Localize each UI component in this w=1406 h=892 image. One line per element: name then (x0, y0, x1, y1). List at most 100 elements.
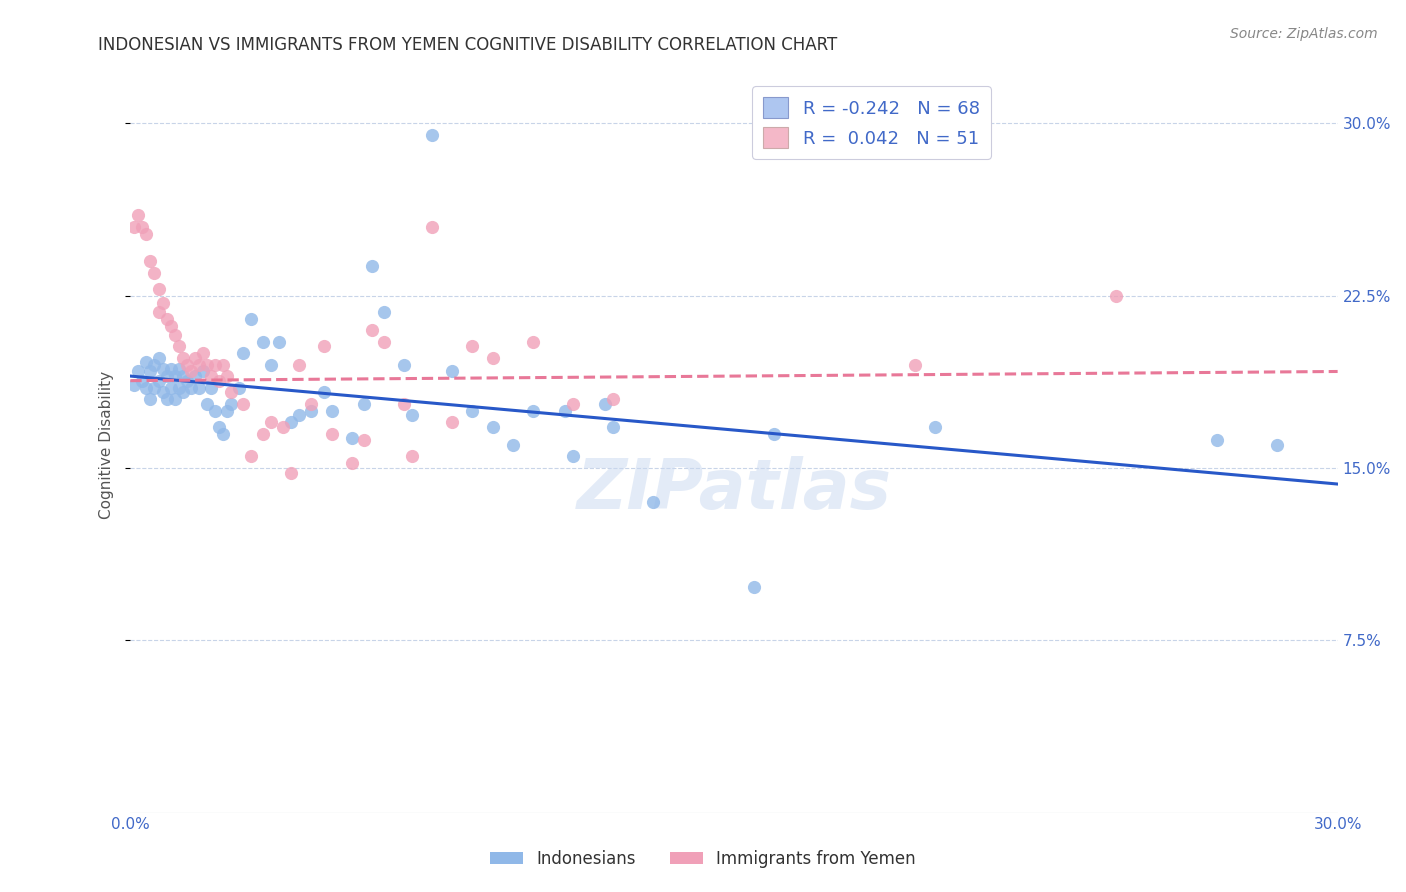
Point (252, 426, 274, 441)
Point (143, 358, 166, 372)
Point (155, 311, 177, 326)
Point (228, 380, 250, 394)
Point (643, 495, 665, 509)
Point (176, 358, 198, 372)
Point (340, 431, 363, 445)
Point (167, 362, 190, 376)
Point (131, 219, 153, 234)
Point (124, 378, 146, 392)
Point (176, 374, 198, 388)
Point (481, 419, 503, 434)
Point (742, 581, 765, 595)
Point (148, 304, 170, 318)
Point (392, 397, 415, 411)
Point (135, 227, 157, 241)
Point (461, 339, 484, 353)
Point (159, 362, 181, 376)
Y-axis label: Cognitive Disability: Cognitive Disability (100, 371, 114, 519)
Point (167, 380, 190, 394)
Point (763, 426, 786, 441)
Point (502, 438, 524, 452)
Point (127, 208, 149, 222)
Point (163, 369, 186, 384)
Point (172, 385, 194, 400)
Point (360, 323, 382, 337)
Point (212, 358, 235, 372)
Point (280, 415, 302, 429)
Point (392, 358, 415, 372)
Point (148, 351, 170, 365)
Point (183, 351, 205, 365)
Point (1206, 434, 1229, 448)
Point (593, 397, 616, 411)
Point (180, 364, 202, 378)
Point (554, 403, 576, 417)
Text: Source: ZipAtlas.com: Source: ZipAtlas.com (1230, 27, 1378, 41)
Point (139, 364, 162, 378)
Point (522, 403, 544, 417)
Point (208, 374, 231, 388)
Point (481, 351, 503, 365)
Point (260, 358, 283, 372)
Point (240, 311, 263, 326)
Point (252, 334, 274, 349)
Point (219, 397, 242, 411)
Text: INDONESIAN VS IMMIGRANTS FROM YEMEN COGNITIVE DISABILITY CORRELATION CHART: INDONESIAN VS IMMIGRANTS FROM YEMEN COGN… (98, 36, 838, 54)
Point (148, 374, 170, 388)
Point (1105, 288, 1128, 302)
Legend: Indonesians, Immigrants from Yemen: Indonesians, Immigrants from Yemen (484, 844, 922, 875)
Point (924, 419, 946, 434)
Point (191, 346, 214, 360)
Point (152, 295, 174, 310)
Point (155, 369, 177, 384)
Point (461, 403, 484, 417)
Point (299, 403, 322, 417)
Point (353, 397, 375, 411)
Point (163, 392, 186, 406)
Point (232, 346, 254, 360)
Point (1265, 438, 1288, 452)
Point (215, 403, 238, 417)
Point (420, 128, 443, 142)
Point (288, 408, 311, 422)
Point (232, 397, 254, 411)
Point (360, 259, 382, 273)
Point (562, 450, 585, 464)
Point (271, 419, 294, 434)
Point (260, 415, 283, 429)
Point (172, 369, 194, 384)
Point (167, 339, 190, 353)
Point (195, 358, 218, 372)
Point (904, 358, 927, 372)
Point (373, 334, 395, 349)
Point (155, 392, 177, 406)
Point (131, 374, 153, 388)
Point (401, 450, 423, 464)
Point (269, 334, 291, 349)
Point (219, 385, 242, 400)
Point (312, 339, 335, 353)
Legend: R = -0.242   N = 68, R =  0.042   N = 51: R = -0.242 N = 68, R = 0.042 N = 51 (752, 87, 991, 159)
Point (204, 358, 226, 372)
Point (340, 456, 363, 470)
Point (312, 385, 335, 400)
Point (562, 397, 585, 411)
Point (139, 254, 162, 268)
Point (240, 450, 263, 464)
Point (135, 380, 157, 394)
Point (195, 397, 218, 411)
Point (139, 392, 162, 406)
Point (441, 364, 464, 378)
Point (401, 408, 423, 422)
Point (208, 419, 231, 434)
Point (299, 397, 322, 411)
Point (159, 318, 181, 333)
Point (163, 327, 186, 342)
Point (124, 219, 146, 234)
Point (172, 351, 194, 365)
Point (602, 392, 624, 406)
Point (204, 403, 226, 417)
Point (353, 434, 375, 448)
Point (420, 219, 443, 234)
Point (143, 266, 166, 280)
